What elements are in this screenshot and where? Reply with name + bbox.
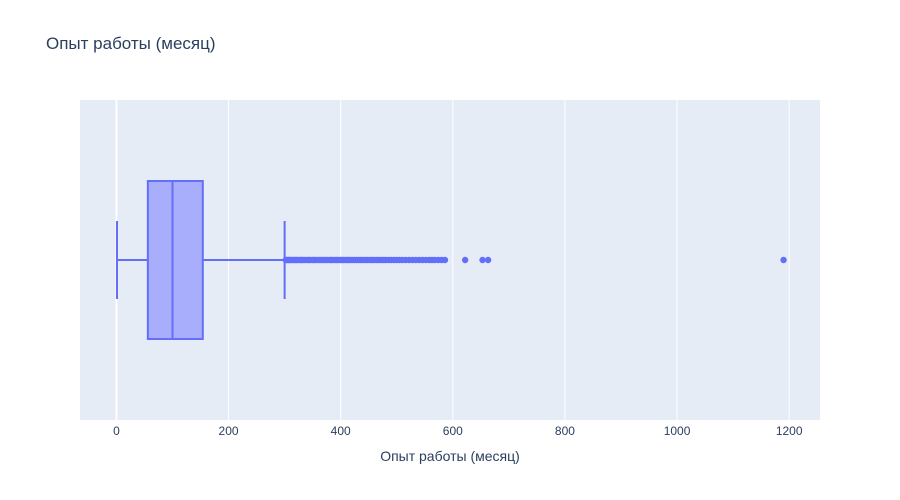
x-tick-label-0: 0	[113, 424, 120, 438]
x-tick-label-600: 600	[443, 424, 463, 438]
outlier-point-73	[441, 256, 449, 264]
outlier-point-77	[780, 256, 787, 264]
x-tick-label-400: 400	[331, 424, 351, 438]
x-axis-ticks: 0 200 400 600 800 1000 1200	[113, 424, 803, 438]
x-tick-label-800: 800	[555, 424, 575, 438]
iqr-box	[146, 180, 204, 340]
x-tick-label-200: 200	[219, 424, 239, 438]
outlier-point-75	[479, 256, 486, 264]
outlier-point-74	[461, 256, 469, 264]
x-axis-label: Опыт работы (месяц)	[380, 448, 520, 464]
outlier-point-76	[484, 256, 492, 264]
x-tick-label-1200: 1200	[776, 424, 803, 438]
box-trace[interactable]	[116, 180, 286, 340]
outlier-points	[282, 256, 787, 264]
chart-title: Опыт работы (месяц)	[46, 34, 216, 53]
x-tick-label-1000: 1000	[664, 424, 691, 438]
